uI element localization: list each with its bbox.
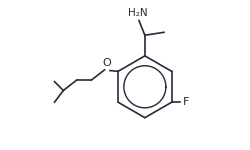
Text: O: O [103, 58, 112, 68]
Text: H₂N: H₂N [128, 8, 147, 18]
Text: F: F [183, 97, 189, 107]
